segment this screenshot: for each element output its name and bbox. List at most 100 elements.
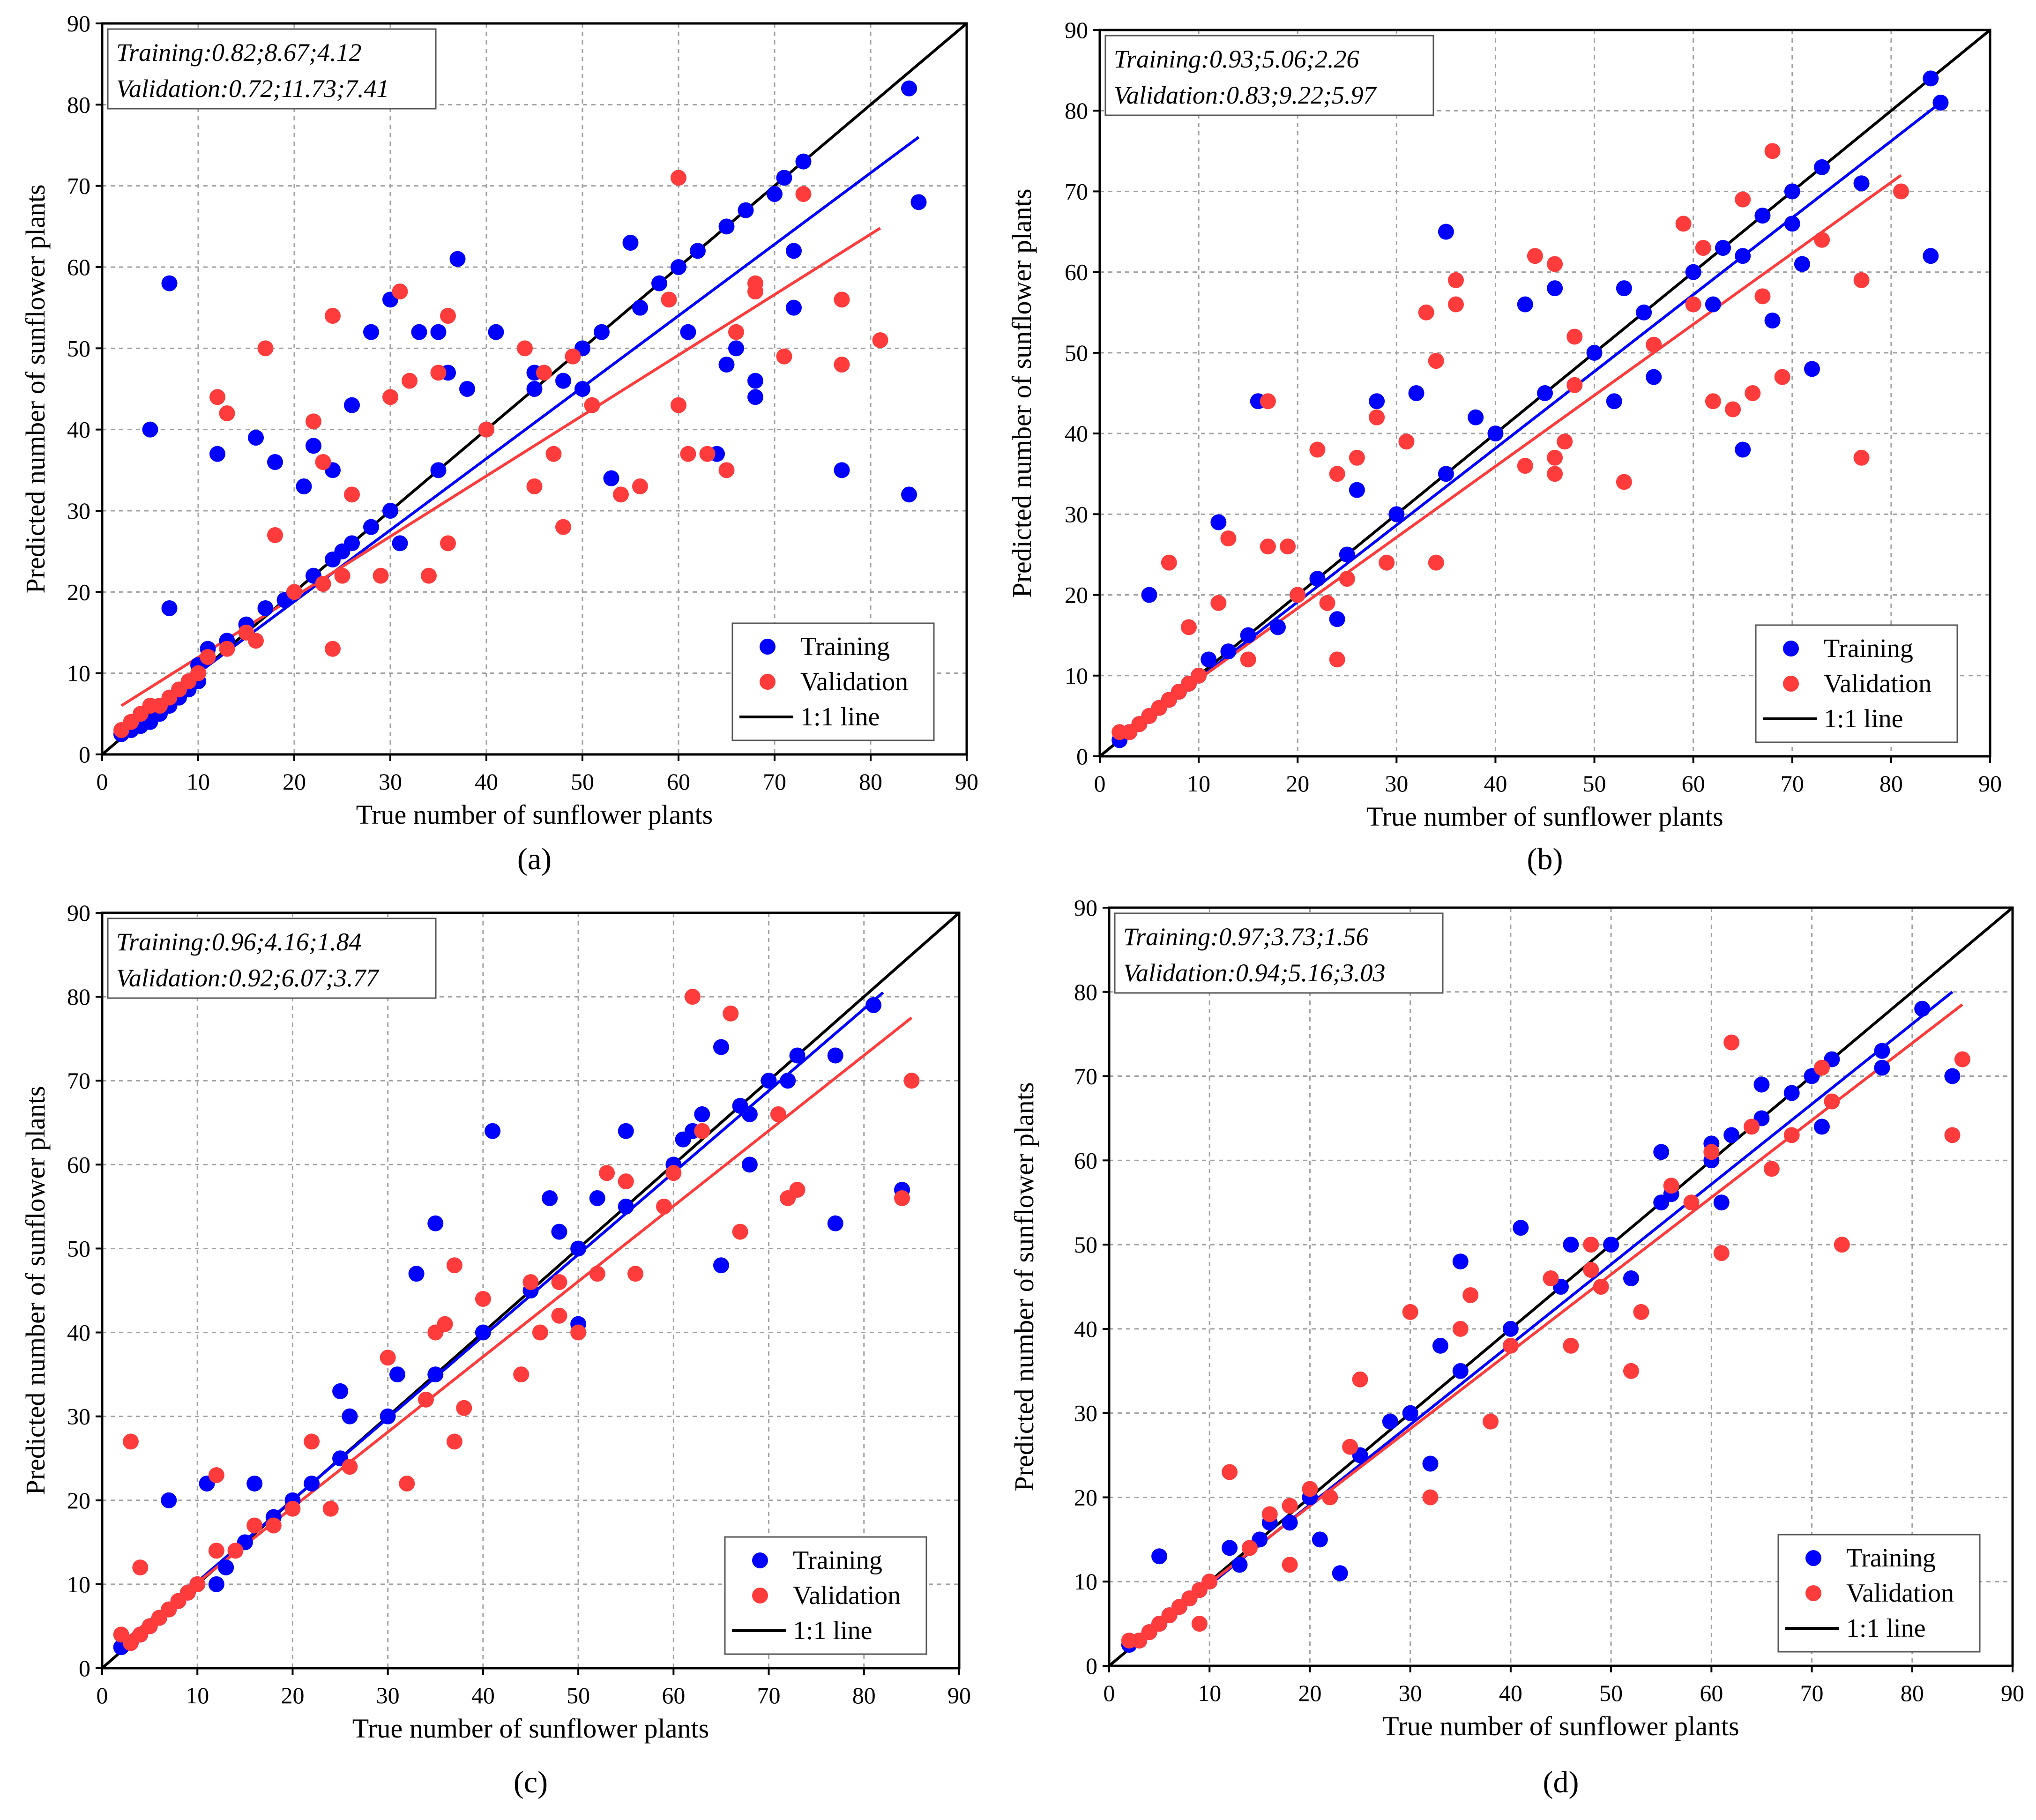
validation-metrics: Validation:0.94;5.16;3.03 <box>1123 959 1385 987</box>
y-tick-label: 70 <box>1065 178 1088 204</box>
validation-point <box>257 340 274 357</box>
training-point <box>1685 264 1701 280</box>
validation-point <box>1764 143 1781 159</box>
validation-point <box>1309 441 1326 458</box>
training-point <box>382 503 398 519</box>
validation-point <box>1547 449 1563 466</box>
training-point <box>1349 482 1365 498</box>
training-point <box>526 381 543 397</box>
validation-point <box>1547 466 1563 482</box>
training-point <box>1923 248 1939 264</box>
validation-point <box>1695 240 1711 256</box>
training-point <box>1388 506 1405 522</box>
training-point <box>1408 385 1424 401</box>
training-point <box>551 1223 567 1240</box>
validation-point <box>1422 1489 1439 1506</box>
training-fit-line <box>120 136 920 731</box>
training-point <box>344 397 360 413</box>
training-point <box>342 1408 358 1425</box>
x-tick-label: 50 <box>1599 1680 1623 1706</box>
training-point <box>1468 409 1484 425</box>
training-point <box>1932 95 1949 111</box>
validation-point <box>1319 595 1335 611</box>
training-point <box>1537 385 1553 401</box>
validation-point <box>456 1400 472 1416</box>
validation-point <box>589 1266 605 1282</box>
validation-point <box>671 170 686 186</box>
legend-training-label: Training <box>793 1546 882 1575</box>
validation-point <box>1725 401 1741 418</box>
training-point <box>1814 159 1830 175</box>
validation-point <box>1201 1574 1218 1590</box>
training-point <box>747 389 763 405</box>
legend: Training Validation 1:1 line <box>1777 1534 1981 1653</box>
validation-point <box>219 641 235 657</box>
training-point <box>485 1123 501 1139</box>
training-point <box>827 1047 843 1064</box>
y-tick-label: 30 <box>1074 1400 1097 1426</box>
chart-panel-1: 0 10 20 30 40 50 60 70 80 90 0 10 20 30 40 50 60 70 80 90 Tr… <box>20 10 978 876</box>
validation-point <box>522 1274 539 1290</box>
training-point <box>834 462 850 478</box>
legend-validation-marker <box>1783 676 1799 692</box>
training-point <box>671 259 686 275</box>
training-point <box>209 446 225 462</box>
validation-point <box>795 186 812 202</box>
validation-point <box>1893 183 1909 200</box>
validation-point <box>903 1073 920 1089</box>
validation-point <box>1329 466 1345 482</box>
training-point <box>1438 466 1454 482</box>
panel-label: (b) <box>1527 842 1563 876</box>
training-point <box>363 519 379 535</box>
training-point <box>910 194 927 210</box>
x-tick-label: 80 <box>859 768 882 795</box>
validation-point <box>1402 1304 1418 1320</box>
validation-point <box>1633 1304 1649 1320</box>
validation-point <box>306 413 321 430</box>
validation-point <box>1210 595 1227 611</box>
validation-point <box>267 527 283 543</box>
training-point <box>1422 1455 1439 1472</box>
y-tick-label: 50 <box>67 335 90 361</box>
training-point <box>1804 361 1820 377</box>
validation-point <box>1302 1481 1318 1497</box>
validation-fit-line <box>1128 1003 1963 1646</box>
x-tick-label: 60 <box>1700 1680 1723 1706</box>
validation-point <box>1282 1498 1298 1514</box>
metrics-box <box>107 28 437 110</box>
training-point <box>1452 1253 1469 1270</box>
validation-point <box>747 275 763 291</box>
axes-frame <box>1108 906 2014 1667</box>
training-point <box>1783 1085 1800 1101</box>
validation-point <box>437 1316 453 1332</box>
validation-point <box>1290 587 1306 603</box>
x-tick-label: 20 <box>1298 1680 1321 1706</box>
training-point <box>1517 296 1533 313</box>
training-metrics: Training:0.96;4.16;1.84 <box>116 928 362 956</box>
validation-point <box>789 1182 805 1198</box>
legend-training-label: Training <box>1824 634 1913 663</box>
x-tick-label: 10 <box>186 1682 209 1708</box>
y-tick-label: 20 <box>67 579 90 605</box>
validation-point <box>1462 1287 1479 1303</box>
validation-point <box>1220 530 1237 546</box>
legend: Training Validation 1:1 line <box>1755 624 1958 743</box>
validation-point <box>1517 458 1533 474</box>
y-tick-label: 40 <box>1074 1316 1097 1342</box>
x-tick-label: 50 <box>1583 770 1606 797</box>
y-tick-label: 70 <box>67 173 90 199</box>
y-axis-label: Predicted number of sunflower plants <box>1007 188 1037 597</box>
training-point <box>248 430 264 446</box>
training-point <box>1151 1548 1168 1565</box>
training-point <box>1240 627 1256 643</box>
x-tick-label: 50 <box>567 1682 590 1708</box>
x-tick-label: 0 <box>1104 1680 1115 1706</box>
validation-point <box>1723 1034 1740 1051</box>
validation-point <box>325 308 341 324</box>
validation-point <box>200 649 216 665</box>
training-point <box>1329 611 1345 627</box>
training-point <box>1735 441 1751 458</box>
validation-point <box>770 1106 786 1122</box>
training-point <box>1452 1363 1469 1379</box>
training-point <box>1382 1413 1398 1430</box>
